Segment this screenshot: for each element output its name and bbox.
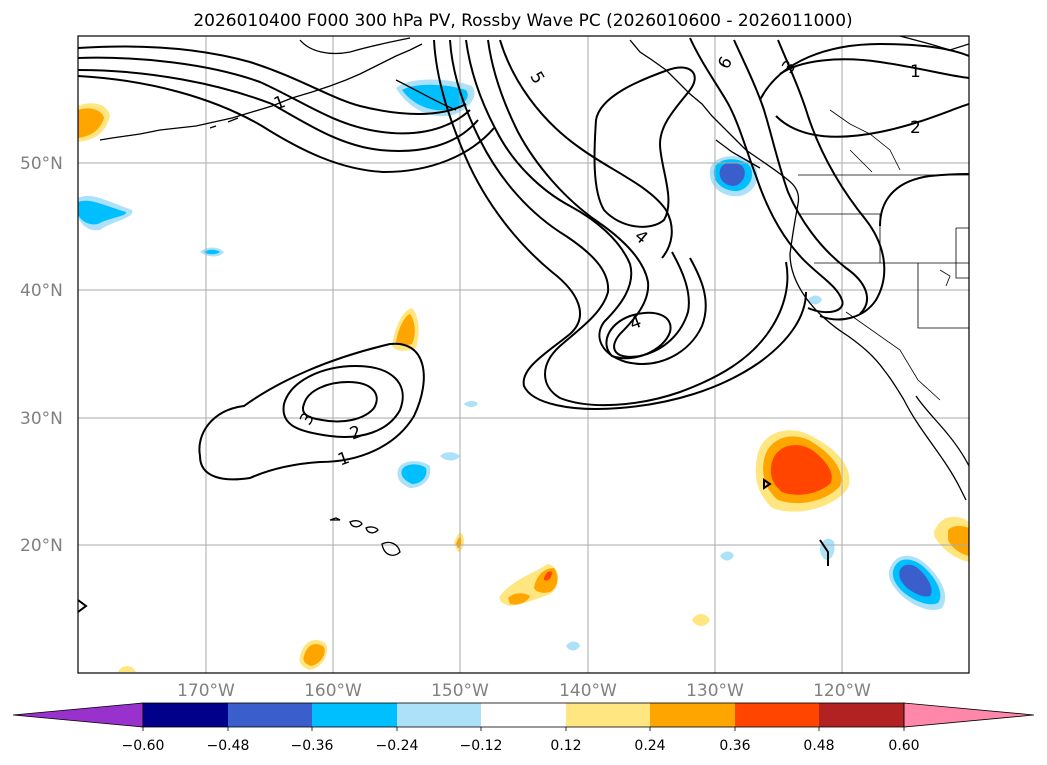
positive-anomaly-feature: [948, 526, 969, 556]
map-content: 5 6 3 1 2 4 4 3 2 1 1: [78, 36, 969, 673]
colorbar-segment: [228, 703, 312, 727]
negative-anomaly-feature: [204, 249, 220, 255]
negative-anomaly-feature: [888, 555, 946, 611]
negative-anomaly-feature: [808, 295, 822, 305]
lon-label: 140°W: [559, 681, 617, 701]
longitude-labels: 170°W 160°W 150°W 140°W 130°W 120°W: [177, 681, 871, 701]
pv-contour: [605, 311, 672, 360]
pv-contour: [763, 478, 772, 490]
negative-anomaly-feature: [401, 464, 427, 484]
pv-contour: [78, 599, 88, 613]
negative-anomaly-feature: [396, 79, 475, 117]
colorbar-tick-label: −0.12: [460, 738, 503, 754]
lat-label: 50°N: [20, 154, 63, 174]
contour-label: 1: [910, 62, 921, 82]
contour-label: 2: [910, 118, 921, 138]
colorbar-tick-label: 0.36: [719, 738, 750, 754]
colorbar-tick-label: −0.48: [207, 738, 250, 754]
pv-contour: [78, 75, 495, 174]
negative-anomaly-feature: [78, 195, 133, 231]
pv-contours: [78, 37, 969, 613]
colorbar-extend-right: [903, 702, 1035, 728]
colorbar-tick-label: 0.48: [803, 738, 834, 754]
negative-anomaly-feature: [720, 551, 734, 561]
colorbar-tick-label: 0.60: [888, 738, 919, 754]
pv-contour: [593, 66, 696, 228]
colorbar-segment: [481, 703, 566, 727]
pv-contour: [78, 56, 471, 135]
pv-contour: [78, 69, 479, 152]
map-frame: [77, 35, 970, 674]
negative-anomaly-feature: [709, 156, 758, 197]
negative-anomaly-feature: [440, 452, 460, 461]
colorbar-tick-label: −0.60: [122, 738, 165, 754]
colorbar-labels: −0.60 −0.48 −0.36 −0.24 −0.12 0.12 0.24 …: [122, 738, 920, 754]
colorbar-tick-label: 0.12: [550, 738, 581, 754]
colorbar-tick-label: −0.24: [376, 738, 419, 754]
pv-contour: [775, 103, 969, 138]
lon-label: 130°W: [686, 681, 744, 701]
positive-anomaly-feature: [508, 593, 530, 605]
positive-anomaly-feature: [692, 614, 710, 626]
gridlines: [78, 36, 969, 673]
pv-contour: [198, 342, 425, 481]
colorbar-frame: [142, 702, 905, 728]
positive-anomaly-feature: [396, 314, 415, 346]
lon-label: 150°W: [431, 681, 489, 701]
pv-contour: [78, 45, 467, 115]
colorbar-segment: [650, 703, 735, 727]
colorbar: −0.60 −0.48 −0.36 −0.24 −0.12 0.12 0.24 …: [12, 702, 1035, 754]
figure-title: 2026010400 F000 300 hPa PV, Rossby Wave …: [193, 11, 852, 31]
pv-contour: [487, 39, 690, 358]
colorbar-segment: [735, 703, 819, 727]
pv-contour: [759, 42, 969, 101]
anomaly-shading: [78, 79, 969, 672]
positive-anomaly-feature: [544, 571, 552, 581]
positive-anomaly-feature: [755, 430, 850, 512]
lon-label: 170°W: [177, 681, 235, 701]
latitude-labels: 50°N 40°N 30°N 20°N: [20, 154, 63, 556]
pv-contour: [433, 39, 807, 411]
pv-contour: [499, 39, 673, 259]
pv-contour: [689, 37, 844, 314]
colorbar-segment: [397, 703, 481, 727]
pv-contour: [819, 539, 829, 566]
colorbar-segment: [566, 703, 650, 727]
pv-contour: [779, 58, 969, 79]
pv-contour: [777, 39, 886, 321]
lat-label: 30°N: [20, 409, 63, 429]
lat-label: 40°N: [20, 281, 63, 301]
pv-contour: [449, 39, 789, 407]
colorbar-tick-label: −0.36: [291, 738, 334, 754]
pv-contour: [879, 173, 969, 227]
colorbar-tick-label: 0.24: [634, 738, 665, 754]
colorbar-extend-left: [12, 702, 144, 728]
colorbar-segment: [312, 703, 397, 727]
positive-anomaly-feature: [118, 666, 136, 672]
negative-anomaly-feature: [566, 641, 580, 651]
pv-contour: [465, 39, 707, 365]
colorbar-segment: [143, 703, 228, 727]
positive-anomaly-feature: [78, 103, 110, 142]
lon-label: 160°W: [304, 681, 362, 701]
colorbar-ticks: [142, 727, 905, 731]
pv-contour: [302, 380, 378, 423]
lon-label: 120°W: [813, 681, 871, 701]
negative-anomaly-feature: [464, 401, 478, 407]
colorbar-segment: [819, 703, 904, 727]
lat-label: 20°N: [20, 536, 63, 556]
pv-contour: [282, 364, 404, 438]
pv-contour: [733, 39, 868, 315]
positive-anomaly-feature: [303, 644, 325, 666]
